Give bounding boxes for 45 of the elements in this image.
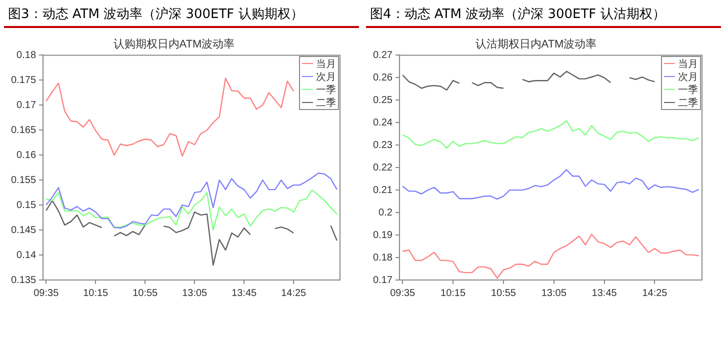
chart-title: 图3：动态 ATM 波动率（沪深 300ETF 认购期权） xyxy=(4,4,359,28)
y-tick-label: 0.27 xyxy=(372,50,393,61)
y-tick-label: 0.145 xyxy=(10,224,36,236)
x-tick-label: 10:55 xyxy=(490,288,516,299)
y-tick-label: 0.18 xyxy=(372,252,393,264)
x-tick-label: 13:05 xyxy=(541,288,567,299)
y-tick-label: 0.19 xyxy=(372,230,393,241)
x-tick-label: 10:15 xyxy=(83,288,109,299)
legend-label: 次月 xyxy=(316,70,336,84)
chart-subtitle: 认购期权日内ATM波动率 xyxy=(113,38,235,51)
y-tick-label: 0.21 xyxy=(372,184,393,196)
legend-label: 二季 xyxy=(316,96,336,110)
y-tick-label: 0.15 xyxy=(16,200,36,211)
y-tick-label: 0.23 xyxy=(372,140,393,151)
y-tick-label: 0.25 xyxy=(372,94,393,106)
x-tick-label: 14:25 xyxy=(281,288,307,299)
y-tick-label: 0.16 xyxy=(16,150,36,161)
y-tick-label: 0.155 xyxy=(10,174,36,186)
y-tick-label: 0.2 xyxy=(378,207,393,218)
y-tick-label: 0.18 xyxy=(16,50,36,61)
legend-label: 当月 xyxy=(678,58,698,71)
y-tick-label: 0.17 xyxy=(16,100,36,111)
y-tick-label: 0.175 xyxy=(10,74,36,86)
x-tick-label: 13:45 xyxy=(592,288,618,299)
x-tick-label: 09:35 xyxy=(34,288,60,299)
legend-label: 二季 xyxy=(678,96,698,110)
x-tick-label: 10:55 xyxy=(132,288,158,299)
legend-label: 当月 xyxy=(316,58,336,71)
y-tick-label: 0.165 xyxy=(10,124,36,136)
x-tick-label: 13:05 xyxy=(182,288,208,299)
legend-label: 一季 xyxy=(316,84,336,97)
chart-subtitle: 认沽期权日内ATM波动率 xyxy=(475,38,597,51)
x-tick-label: 10:15 xyxy=(440,288,466,299)
x-tick-label: 13:45 xyxy=(232,288,258,299)
y-tick-label: 0.26 xyxy=(372,72,393,84)
y-tick-label: 0.17 xyxy=(372,274,393,286)
legend-label: 一季 xyxy=(678,84,698,97)
y-tick-label: 0.14 xyxy=(16,250,36,261)
y-tick-label: 0.24 xyxy=(372,117,393,128)
x-tick-label: 09:35 xyxy=(390,288,416,299)
legend-label: 次月 xyxy=(678,70,698,84)
chart-title: 图4：动态 ATM 波动率（沪深 300ETF 认沽期权） xyxy=(366,4,721,28)
y-tick-label: 0.135 xyxy=(10,274,36,286)
y-tick-label: 0.22 xyxy=(372,162,393,174)
x-tick-label: 14:25 xyxy=(642,288,668,299)
